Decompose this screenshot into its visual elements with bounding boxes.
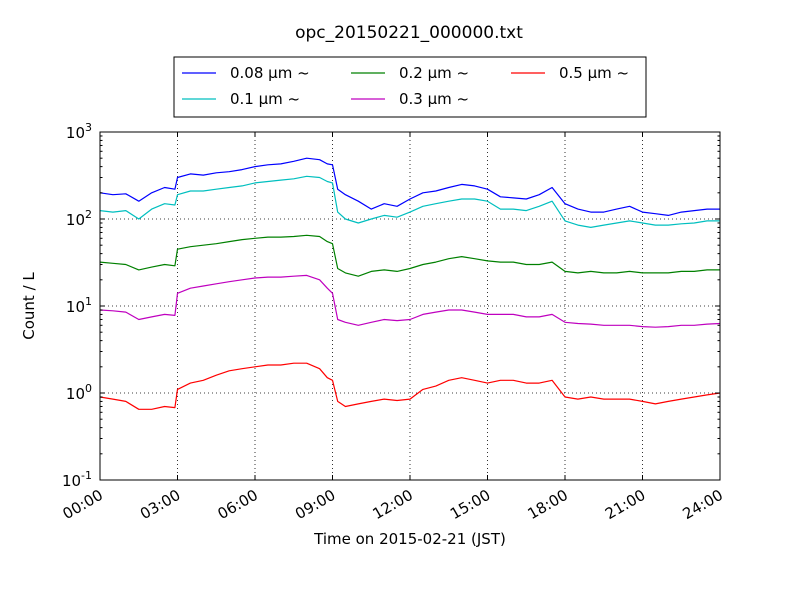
x-tick-label: 18:00 — [525, 486, 571, 523]
y-tick-label: 101 — [66, 295, 92, 316]
legend-label-4: 0.5 μm ~ — [559, 64, 629, 82]
x-tick-label: 09:00 — [292, 486, 338, 523]
y-tick-label: 103 — [66, 121, 92, 142]
y-tick-exponent: -1 — [81, 469, 92, 482]
legend-box — [173, 56, 647, 118]
y-tick-base: 10 — [66, 298, 85, 316]
series-line-4 — [99, 362, 721, 410]
y-tick-base: 10 — [66, 211, 85, 229]
x-tick-label: 00:00 — [60, 486, 106, 523]
y-tick-base: 10 — [66, 385, 85, 403]
x-tick-label: 15:00 — [447, 486, 493, 523]
chart-title: opc_20150221_000000.txt — [295, 23, 523, 43]
y-tick-exponent: 0 — [85, 382, 92, 395]
legend-label-1: 0.1 μm ~ — [230, 90, 300, 108]
legend: 0.08 μm ~ 0.1 μm ~ 0.2 μm ~ 0.3 μm ~ 0.5 μm … — [173, 56, 647, 118]
x-tick-label: 12:00 — [370, 486, 416, 523]
y-tick-exponent: 3 — [85, 121, 92, 134]
legend-label-3: 0.3 μm ~ — [399, 90, 469, 108]
y-tick-exponent: 1 — [85, 295, 92, 308]
ticks — [99, 131, 721, 481]
x-tick-label: 03:00 — [137, 486, 183, 523]
y-axis-label: Count / L — [20, 272, 38, 340]
legend-label-2: 0.2 μm ~ — [399, 64, 469, 82]
y-tick-base: 10 — [62, 472, 81, 490]
y-tick-label: 100 — [66, 382, 92, 403]
series-line-1 — [99, 175, 720, 228]
series-line-3 — [99, 274, 721, 328]
y-tick-exponent: 2 — [85, 208, 92, 221]
y-tick-label: 10-1 — [62, 469, 92, 490]
series-line-0 — [99, 157, 720, 216]
series-lines — [99, 157, 721, 410]
x-axis-label: Time on 2015-02-21 (JST) — [313, 530, 506, 548]
x-tick-label: 21:00 — [602, 486, 648, 523]
grid — [100, 132, 720, 480]
series-line-2 — [99, 234, 720, 277]
x-tick-label: 06:00 — [215, 486, 261, 523]
y-tick-label: 102 — [66, 208, 92, 229]
y-tick-base: 10 — [66, 124, 85, 142]
x-tick-label: 24:00 — [680, 486, 726, 523]
x-tick-labels: 00:00 03:00 06:00 09:00 12:00 15:00 18:00 21:00… — [60, 486, 726, 523]
legend-label-0: 0.08 μm ~ — [230, 64, 310, 82]
